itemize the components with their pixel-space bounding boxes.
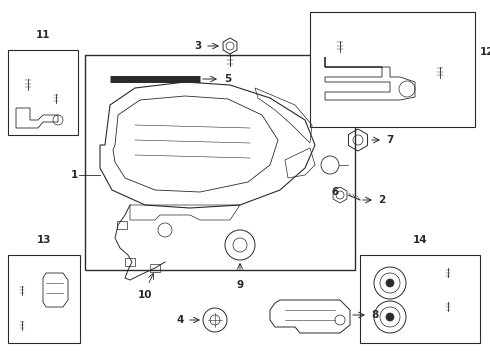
- Text: 13: 13: [37, 235, 51, 245]
- Bar: [117, 221, 127, 229]
- Text: 9: 9: [237, 280, 244, 290]
- Circle shape: [386, 279, 394, 287]
- Bar: [310, 12, 475, 127]
- Text: 3: 3: [195, 41, 202, 51]
- Text: 12: 12: [480, 47, 490, 57]
- Text: 7: 7: [386, 135, 393, 145]
- Text: 4: 4: [176, 315, 184, 325]
- Bar: [8, 50, 78, 135]
- Text: 2: 2: [378, 195, 385, 205]
- Bar: [125, 258, 135, 266]
- Text: 8: 8: [371, 310, 378, 320]
- Text: 1: 1: [71, 170, 78, 180]
- Bar: [8, 255, 80, 343]
- Bar: [150, 264, 160, 272]
- Text: 11: 11: [36, 30, 50, 40]
- Text: 14: 14: [413, 235, 427, 245]
- Bar: [360, 255, 480, 343]
- Circle shape: [386, 313, 394, 321]
- Text: 6: 6: [331, 187, 339, 197]
- Text: 10: 10: [138, 290, 152, 300]
- Bar: [85, 55, 355, 270]
- Text: 5: 5: [224, 74, 231, 84]
